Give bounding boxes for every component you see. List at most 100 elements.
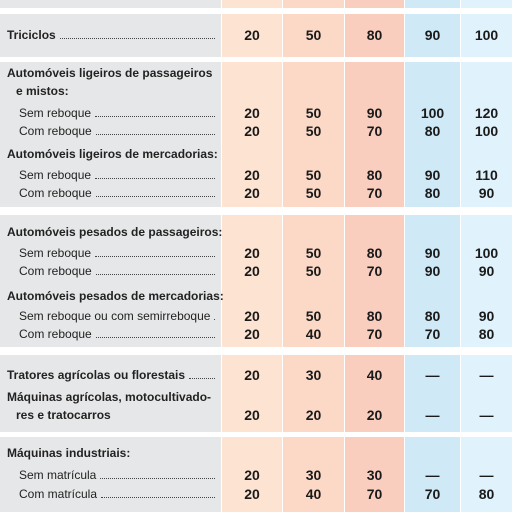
- speed-value: 30: [366, 467, 383, 483]
- label-band: [0, 62, 221, 207]
- speed-value: —: [425, 467, 440, 483]
- speed-value: 80: [478, 326, 495, 342]
- label-text: Com reboque: [19, 264, 92, 278]
- speed-value: 90: [478, 185, 495, 201]
- speed-value: 20: [244, 263, 260, 279]
- label-text: Triciclos: [7, 28, 56, 42]
- speed-value: 100: [474, 27, 499, 43]
- value-band: [345, 14, 404, 57]
- leader-dots: [95, 273, 215, 275]
- speed-value: 100: [474, 245, 499, 261]
- speed-value: 20: [244, 245, 260, 261]
- speed-value: —: [425, 367, 440, 383]
- label-text: Sem reboque: [19, 168, 92, 182]
- label-text: Sem reboque: [19, 246, 92, 260]
- row-label: Tratores agrícolas ou florestais: [7, 366, 215, 384]
- leader-dots: [101, 496, 215, 498]
- speed-value: 50: [305, 123, 322, 139]
- speed-value: 20: [244, 105, 260, 121]
- label-band: [0, 14, 221, 57]
- label-text: Automóveis ligeiros de mercadorias:: [7, 147, 218, 161]
- item-label: Com reboque: [19, 325, 215, 343]
- value-band: [461, 14, 512, 57]
- group-heading: Automóveis ligeiros de passageiros: [7, 64, 212, 82]
- item-label: Com reboque: [19, 184, 215, 202]
- speed-value: 50: [305, 308, 322, 324]
- value-band: [405, 437, 460, 512]
- speed-value: 80: [366, 167, 383, 183]
- value-band: [283, 355, 344, 432]
- value-band: [283, 14, 344, 57]
- speed-value: 20: [305, 407, 322, 423]
- leader-dots: [95, 115, 215, 117]
- leader-dots: [95, 255, 215, 257]
- speed-value: 90: [424, 263, 441, 279]
- value-band: [222, 14, 282, 57]
- speed-value: 90: [424, 167, 441, 183]
- value-band: [461, 355, 512, 432]
- label-text: Com reboque: [19, 186, 92, 200]
- leader-dots: [214, 318, 215, 320]
- label-band: [0, 355, 221, 432]
- speed-value: 70: [424, 486, 441, 502]
- value-band: [461, 215, 512, 347]
- group-heading: Máquinas industriais:: [7, 444, 210, 462]
- speed-value: 20: [244, 467, 260, 483]
- label-text: Com reboque: [19, 327, 92, 341]
- speed-value: 90: [366, 105, 383, 121]
- speed-value: —: [479, 407, 494, 423]
- leader-dots: [95, 133, 215, 135]
- value-band: [461, 0, 512, 8]
- label-text: res e tratocarros: [16, 408, 111, 422]
- speed-value: 70: [424, 326, 441, 342]
- label-band: [0, 437, 221, 512]
- speed-value: 30: [305, 367, 322, 383]
- speed-value: 40: [305, 486, 322, 502]
- value-band: [345, 437, 404, 512]
- speed-value: 50: [305, 167, 322, 183]
- item-label: Com matrícula: [19, 485, 215, 503]
- label-text: Sem matrícula: [19, 468, 97, 482]
- speed-value: 50: [305, 27, 322, 43]
- leader-dots: [59, 37, 215, 39]
- speed-value: 120: [474, 105, 499, 121]
- speed-value: 80: [366, 245, 383, 261]
- speed-value: 50: [305, 185, 322, 201]
- speed-value: 80: [424, 308, 441, 324]
- speed-value: 20: [244, 407, 260, 423]
- speed-value: 20: [366, 407, 383, 423]
- speed-value: 90: [424, 245, 441, 261]
- speed-value: 50: [305, 245, 322, 261]
- label-text: Com matrícula: [19, 487, 98, 501]
- value-band: [283, 215, 344, 347]
- value-band: [345, 0, 404, 8]
- label-text: Com reboque: [19, 124, 92, 138]
- label-text: Sem reboque: [19, 106, 92, 120]
- label-band: [0, 215, 221, 347]
- speed-value: 20: [244, 123, 260, 139]
- speed-value: 20: [244, 326, 260, 342]
- label-text: Tratores agrícolas ou florestais: [7, 368, 186, 382]
- speed-value: 80: [366, 308, 383, 324]
- group-heading: Automóveis ligeiros de mercadorias:: [7, 145, 218, 163]
- label-text: Máquinas industriais:: [7, 446, 131, 460]
- speed-value: 70: [366, 185, 383, 201]
- group-heading: Automóveis pesados de passageiros:: [7, 223, 222, 241]
- speed-value: —: [479, 367, 494, 383]
- speed-value: 20: [244, 486, 260, 502]
- row-label: Triciclos: [7, 26, 215, 44]
- value-band: [405, 215, 460, 347]
- value-band: [345, 355, 404, 432]
- value-band: [222, 355, 282, 432]
- leader-dots: [95, 336, 215, 338]
- speed-value: 100: [474, 123, 499, 139]
- value-band: [405, 62, 460, 207]
- speed-value: 80: [478, 486, 495, 502]
- speed-value: 40: [305, 326, 322, 342]
- value-band: [405, 14, 460, 57]
- value-band: [283, 0, 344, 8]
- speed-value: 70: [366, 123, 383, 139]
- item-label: Sem reboque: [19, 166, 215, 184]
- speed-value: 110: [475, 167, 498, 183]
